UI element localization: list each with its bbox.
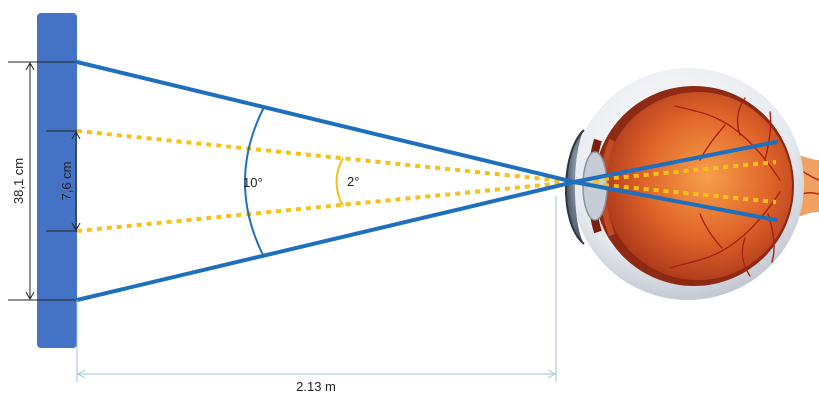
narrow-field-lines bbox=[76, 129, 777, 233]
wide-field-lines bbox=[75, 60, 778, 302]
outer-height-dimension bbox=[8, 61, 78, 301]
inner-height-dimension bbox=[46, 130, 81, 232]
eye-illustration bbox=[565, 68, 819, 300]
narrow-angle-label: 2° bbox=[347, 174, 359, 189]
distance-dimension bbox=[76, 196, 557, 382]
wide-angle-arc bbox=[244, 106, 265, 258]
outer-height-label: 38,1 cm bbox=[11, 158, 26, 204]
wide-angle-label: 10° bbox=[243, 175, 263, 190]
distance-label: 2.13 m bbox=[296, 379, 336, 393]
inner-height-label: 7,6 cm bbox=[59, 161, 74, 200]
screen-panel bbox=[37, 13, 77, 348]
narrow-angle-arc bbox=[335, 157, 344, 207]
